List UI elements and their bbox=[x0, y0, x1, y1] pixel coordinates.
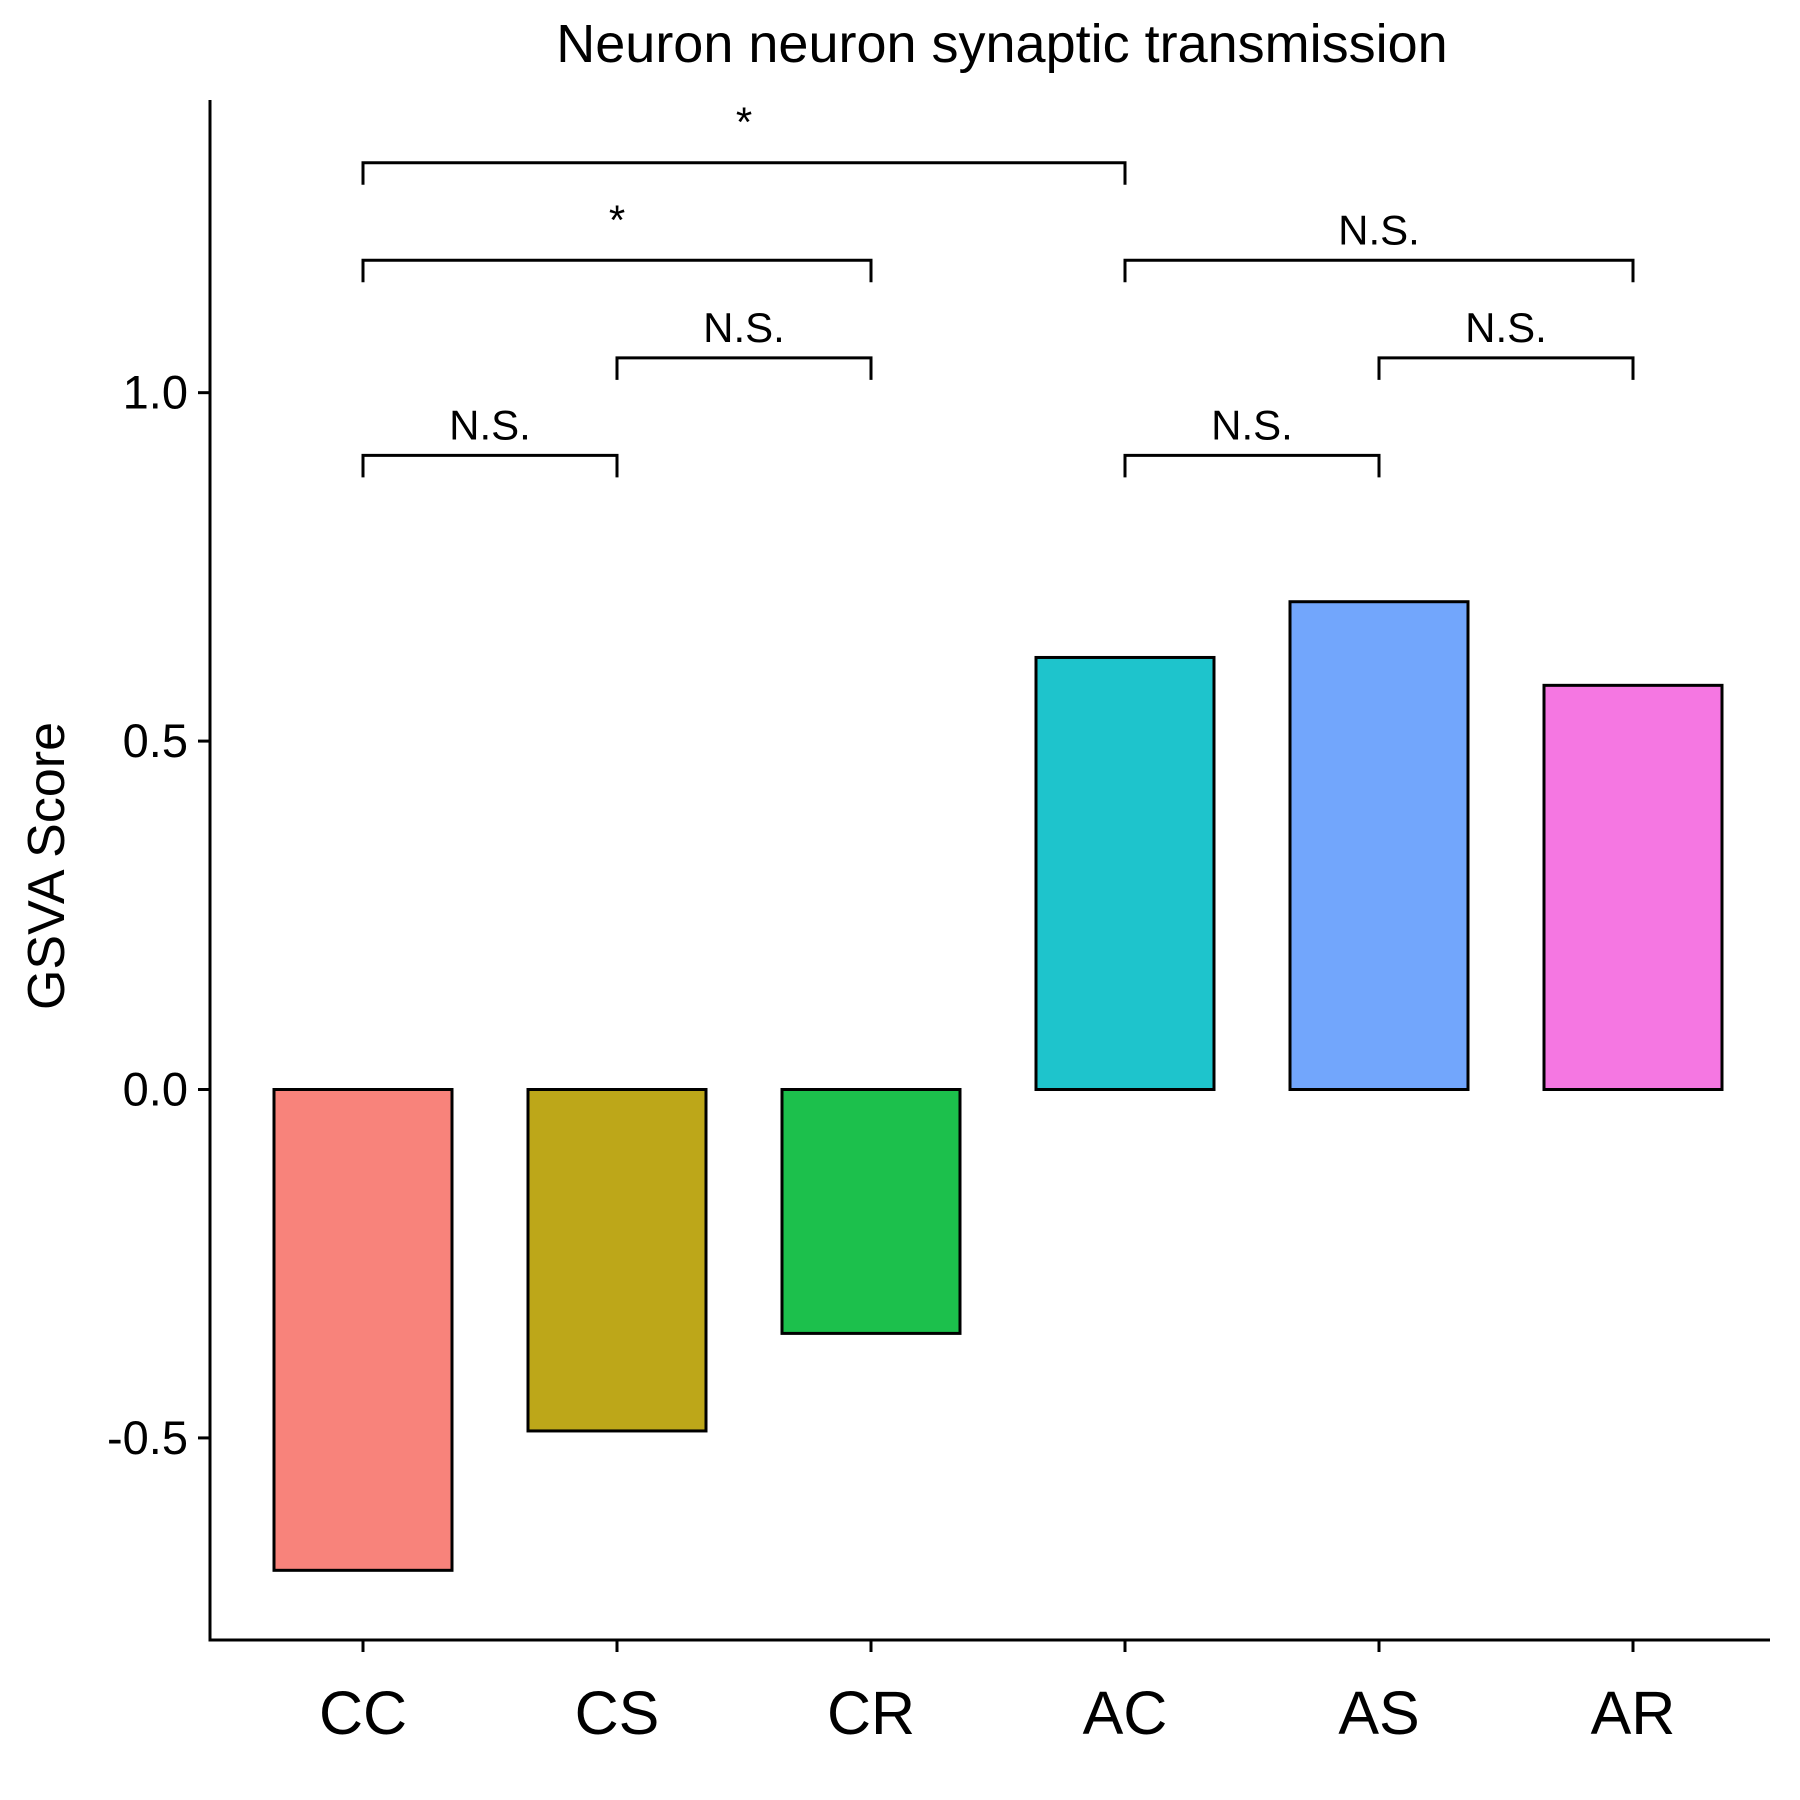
y-tick-label: -0.5 bbox=[107, 1411, 188, 1464]
significance-label-cc-ac: * bbox=[736, 99, 752, 146]
bracket-as-ar bbox=[1377, 356, 1635, 380]
bar-ac bbox=[1034, 655, 1216, 1092]
significance-brackets: N.S. N.S. * * N.S. N.S. N.S. bbox=[361, 99, 1635, 478]
bar-ar bbox=[1542, 683, 1724, 1092]
y-tick-label: 0.0 bbox=[123, 1063, 188, 1116]
bracket-ac-ar bbox=[1123, 258, 1635, 283]
y-tick-label: 1.0 bbox=[123, 366, 188, 419]
significance-label-cc-cs: N.S. bbox=[449, 401, 531, 448]
bars bbox=[272, 600, 1724, 1572]
y-tick-label: 0.5 bbox=[123, 714, 188, 767]
bar-cr bbox=[780, 1088, 962, 1335]
significance-label-cc-cr: * bbox=[609, 196, 625, 243]
bracket-cs-cr bbox=[615, 356, 873, 380]
x-tick-label-ac: AC bbox=[1083, 1679, 1168, 1747]
bar-as bbox=[1288, 600, 1470, 1092]
significance-label-as-ar: N.S. bbox=[1465, 304, 1547, 351]
x-tick-label-ar: AR bbox=[1591, 1679, 1676, 1747]
significance-label-ac-as: N.S. bbox=[1211, 401, 1293, 448]
chart-title: Neuron neuron synaptic transmission bbox=[556, 14, 1447, 74]
bracket-ac-as bbox=[1123, 453, 1381, 478]
x-tick-label-cs: CS bbox=[575, 1679, 660, 1747]
significance-label-cs-cr: N.S. bbox=[703, 304, 785, 351]
significance-label-ac-ar: N.S. bbox=[1338, 206, 1420, 253]
x-tick-label-as: AS bbox=[1338, 1679, 1419, 1747]
bracket-cc-cs bbox=[361, 453, 619, 478]
x-tick-label-cc: CC bbox=[319, 1679, 407, 1747]
bracket-cc-ac bbox=[361, 161, 1127, 185]
bar-cc bbox=[272, 1088, 454, 1572]
y-axis-label: GSVA Score bbox=[18, 722, 76, 1010]
x-tick-label-cr: CR bbox=[827, 1679, 915, 1747]
bracket-cc-cr bbox=[361, 258, 873, 283]
axes: -0.5 0.0 0.5 1.0 CC CS CR AC AS AR bbox=[107, 100, 1770, 1747]
bar-cs bbox=[526, 1088, 708, 1433]
